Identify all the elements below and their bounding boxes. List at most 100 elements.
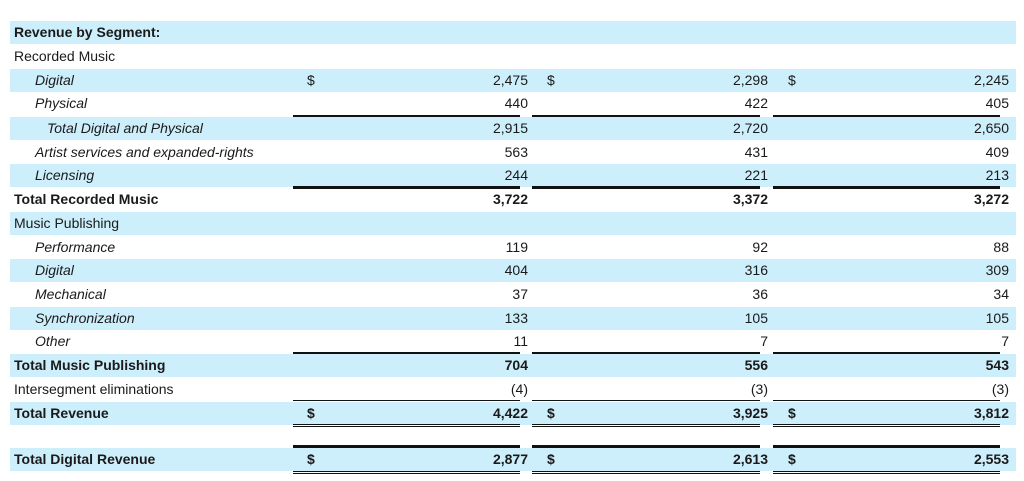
table-row: Digital $ 2,475 $ 2,298 $ 2,245 (10, 69, 1016, 92)
row-label: Total Digital Revenue (14, 451, 156, 467)
underline-rule (773, 400, 1000, 401)
value-col3: 2,553 (973, 451, 1009, 467)
value-col1: 244 (504, 167, 528, 183)
double-underline-rule (532, 424, 760, 427)
row-label: Mechanical (35, 286, 106, 302)
row-label: Total Revenue (14, 405, 109, 421)
table-row: Physical 440 422 405 (10, 92, 1016, 115)
value-col1: (4) (510, 381, 528, 397)
row-label: Recorded Music (14, 48, 116, 64)
row-label: Total Music Publishing (14, 357, 166, 373)
underline-rule (532, 186, 760, 189)
row-label: Total Digital and Physical (47, 120, 203, 136)
underline-rule (773, 352, 1000, 355)
value-col2: 7 (760, 333, 768, 349)
row-label: Digital (35, 262, 74, 278)
table-row: Licensing 244 221 213 (10, 164, 1016, 187)
row-label: Physical (35, 95, 88, 111)
value-col2: 221 (744, 167, 768, 183)
value-col1: 4,422 (492, 405, 528, 421)
value-col2: 556 (744, 357, 768, 373)
table-row-grand-total: Total Revenue $ 4,422 $ 3,925 $ 3,812 (10, 402, 1016, 425)
currency-symbol: $ (547, 72, 555, 88)
underline-rule (293, 352, 520, 355)
currency-symbol: $ (788, 451, 796, 467)
table-row: Artist services and expanded-rights 563 … (10, 141, 1016, 164)
value-col3: 213 (985, 167, 1009, 183)
table-row: Other 11 7 7 (10, 330, 1016, 353)
row-label: Total Recorded Music (14, 191, 159, 207)
currency-symbol: $ (307, 451, 315, 467)
double-underline-rule (773, 424, 1000, 427)
row-label: Synchronization (35, 310, 135, 326)
value-col2: 3,372 (732, 191, 768, 207)
row-label: Revenue by Segment: (14, 24, 161, 40)
value-col2: 2,720 (732, 120, 768, 136)
currency-symbol: $ (307, 72, 315, 88)
row-label: Licensing (35, 167, 95, 183)
double-underline-rule (293, 424, 520, 427)
value-col2: 2,298 (732, 72, 768, 88)
table-row-total: Total Recorded Music 3,722 3,372 3,272 (10, 188, 1016, 211)
value-col3: (3) (991, 381, 1009, 397)
overline-rule (293, 445, 520, 448)
table-row-section: Music Publishing (10, 212, 1016, 235)
value-col1: 2,877 (492, 451, 528, 467)
overline-rule (532, 445, 760, 448)
value-col2: 105 (744, 310, 768, 326)
value-col1: 404 (504, 262, 528, 278)
double-underline-rule (293, 471, 520, 474)
value-col1: 2,475 (492, 72, 528, 88)
value-col2: 316 (744, 262, 768, 278)
value-col1: 2,915 (492, 120, 528, 136)
value-col2: (3) (750, 381, 768, 397)
table-row-grand-total: Total Digital Revenue $ 2,877 $ 2,613 $ … (10, 448, 1016, 471)
value-col3: 34 (993, 286, 1009, 302)
row-label: Artist services and expanded-rights (35, 144, 254, 160)
value-col1: 11 (513, 333, 528, 349)
table-row: Intersegment eliminations (4) (3) (3) (10, 378, 1016, 401)
table-row-total: Total Music Publishing 704 556 543 (10, 354, 1016, 377)
table-row-section: Recorded Music (10, 45, 1016, 68)
underline-rule (293, 400, 520, 401)
value-col3: 2,245 (973, 72, 1009, 88)
value-col2: 36 (752, 286, 768, 302)
underline-rule (532, 400, 760, 401)
underline-rule (773, 186, 1000, 189)
value-col2: 92 (752, 239, 768, 255)
value-col3: 3,812 (973, 405, 1009, 421)
value-col3: 7 (1001, 333, 1009, 349)
table-row: Performance 119 92 88 (10, 236, 1016, 259)
row-label: Intersegment eliminations (14, 381, 174, 397)
row-label: Performance (35, 239, 116, 255)
value-col1: 704 (504, 357, 528, 373)
row-label: Music Publishing (14, 215, 120, 231)
underline-rule (293, 186, 520, 189)
value-col3: 3,272 (973, 191, 1009, 207)
value-col3: 105 (985, 310, 1009, 326)
value-col3: 409 (985, 144, 1009, 160)
currency-symbol: $ (547, 405, 555, 421)
currency-symbol: $ (307, 405, 315, 421)
table-row-subtotal: Total Digital and Physical 2,915 2,720 2… (10, 117, 1016, 140)
currency-symbol: $ (788, 72, 796, 88)
value-col3: 405 (985, 95, 1009, 111)
underline-rule (773, 115, 1000, 118)
value-col2: 3,925 (732, 405, 768, 421)
value-col2: 422 (744, 95, 768, 111)
value-col3: 309 (985, 262, 1009, 278)
table-row: Synchronization 133 105 105 (10, 307, 1016, 330)
overline-rule (773, 445, 1000, 448)
double-underline-rule (532, 471, 760, 474)
table-row: Digital 404 316 309 (10, 259, 1016, 282)
table-row: Mechanical 37 36 34 (10, 283, 1016, 306)
value-col1: 440 (504, 95, 528, 111)
value-col1: 133 (504, 310, 528, 326)
value-col1: 563 (504, 144, 528, 160)
value-col1: 3,722 (492, 191, 528, 207)
double-underline-rule (773, 471, 1000, 474)
underline-rule (532, 115, 760, 118)
value-col3: 88 (993, 239, 1009, 255)
value-col1: 37 (512, 286, 528, 302)
